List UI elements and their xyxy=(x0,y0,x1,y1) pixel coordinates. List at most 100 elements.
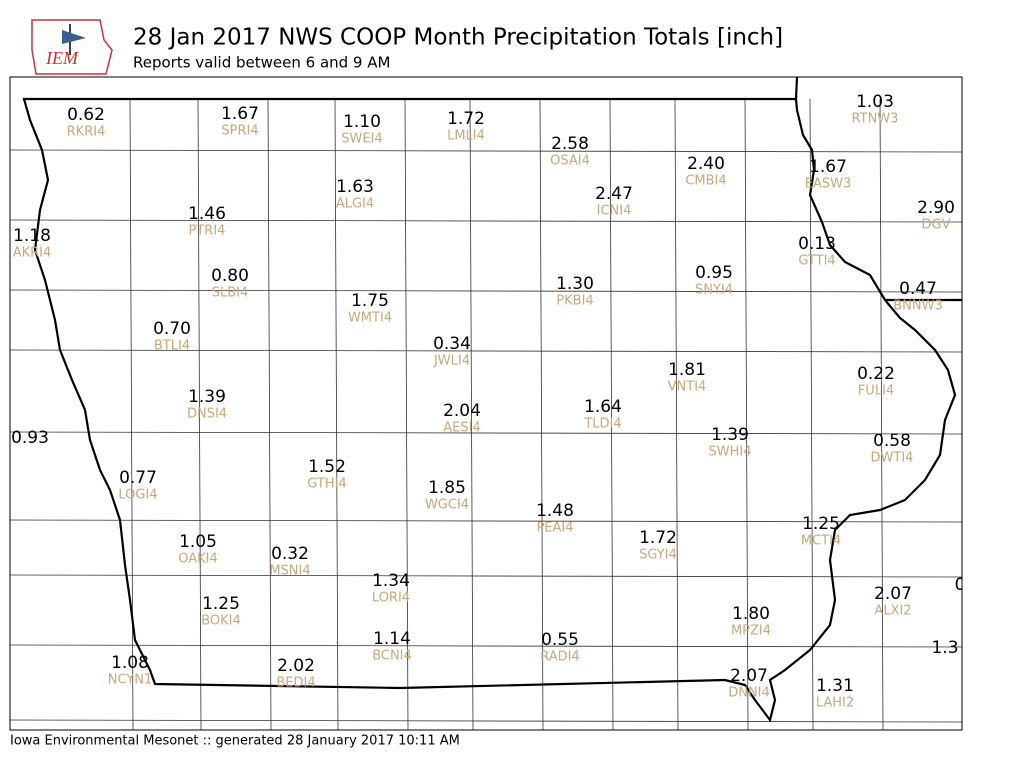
county-line xyxy=(539,98,544,730)
station-value: 1.81 xyxy=(668,360,706,380)
station-value: 1.18 xyxy=(13,226,51,246)
station-id: BEDI4 xyxy=(276,676,315,691)
station-id: MCTI4 xyxy=(801,534,841,549)
station-value: 0.34 xyxy=(433,334,471,354)
station-id: RTNW3 xyxy=(852,112,899,127)
county-line xyxy=(10,431,962,435)
county-line xyxy=(129,98,134,730)
station-id: ALXI2 xyxy=(874,604,911,619)
station-value: 1.46 xyxy=(188,204,226,224)
station-value: 0.47 xyxy=(899,279,937,299)
logo: IEM xyxy=(31,19,113,75)
station-id: JWLI4 xyxy=(433,354,470,369)
station-value: 1.75 xyxy=(351,291,389,311)
station-value: 2.58 xyxy=(551,134,589,154)
county-line xyxy=(10,719,962,723)
station-id: NCYN1 xyxy=(108,673,153,688)
station-id: SWEI4 xyxy=(341,132,382,147)
station-value: 0.22 xyxy=(857,364,895,384)
station-value: 0.80 xyxy=(211,266,249,286)
station-id: TLDI4 xyxy=(583,417,621,432)
county-line xyxy=(879,98,884,730)
station-value: 1.85 xyxy=(428,478,466,498)
station-id: LAHI2 xyxy=(816,696,854,711)
station-id: DWTI4 xyxy=(871,451,914,466)
county-line xyxy=(10,574,962,578)
station-id: ICNI4 xyxy=(597,204,632,219)
station-id: SLBI4 xyxy=(212,286,249,301)
station-value: 0.95 xyxy=(695,263,733,283)
station-value: 0.62 xyxy=(67,105,105,125)
station-id: OAKI4 xyxy=(178,552,218,567)
station-id: RKRI4 xyxy=(67,125,106,140)
station-id: AKRI4 xyxy=(13,246,52,261)
state-border xyxy=(22,97,957,723)
station-id: LMLI4 xyxy=(447,129,485,144)
county-line xyxy=(334,98,339,730)
station-value: 1.25 xyxy=(802,514,840,534)
station-id: WMTI4 xyxy=(348,311,392,326)
station-id: CMBI4 xyxy=(685,174,726,189)
station-value: 1.72 xyxy=(447,109,485,129)
station-value: 1.31 xyxy=(816,676,854,696)
county-line xyxy=(10,289,962,293)
county-line xyxy=(267,98,272,730)
station-value: 1.25 xyxy=(202,594,240,614)
station-id: LOGI4 xyxy=(118,488,157,503)
station-value: 1.3 xyxy=(931,638,958,658)
title: 28 Jan 2017 NWS COOP Month Precipitation… xyxy=(133,25,783,51)
station-value: 0.77 xyxy=(119,468,157,488)
county-line xyxy=(10,349,962,353)
county-line xyxy=(197,98,202,730)
station-id: LORI4 xyxy=(372,591,410,606)
county-line xyxy=(10,149,962,153)
county-line xyxy=(10,219,962,223)
county-line xyxy=(10,644,962,648)
station-value: 1.08 xyxy=(111,653,149,673)
station-id: MSNI4 xyxy=(269,564,310,579)
map-area xyxy=(10,77,962,730)
station-id: WGCI4 xyxy=(425,498,469,513)
station-value: 1.80 xyxy=(732,604,770,624)
station-value: 2.90 xyxy=(917,198,955,218)
station-value: 2.04 xyxy=(443,401,481,421)
station-id: FULI4 xyxy=(858,384,894,399)
station-id: PEAI4 xyxy=(536,521,573,536)
county-line xyxy=(744,98,749,730)
station-id: SPRI4 xyxy=(221,124,258,139)
station-value: 1.64 xyxy=(584,397,622,417)
station-value: 2.40 xyxy=(687,154,725,174)
county-line xyxy=(809,98,814,730)
station-id: MPZI4 xyxy=(731,624,771,639)
station-value: 0.55 xyxy=(541,630,579,650)
station-id: GTTI4 xyxy=(798,254,835,269)
station-value: 2.02 xyxy=(277,656,315,676)
station-value: 1.03 xyxy=(856,92,894,112)
station-id: AESI4 xyxy=(443,421,480,436)
station-value: 1.39 xyxy=(711,425,749,445)
station-value: 0.70 xyxy=(153,319,191,339)
station-value: 0.13 xyxy=(798,234,836,254)
station-id: BOKI4 xyxy=(201,614,241,629)
station-value: 1.48 xyxy=(536,501,574,521)
subtitle: Reports valid between 6 and 9 AM xyxy=(133,54,390,72)
station-id: RADI4 xyxy=(540,650,580,665)
county-lines xyxy=(10,98,962,730)
logo-text: IEM xyxy=(45,48,79,68)
station-value: 2.07 xyxy=(730,666,768,686)
station-id: SNYI4 xyxy=(695,283,733,298)
station-value: 0.32 xyxy=(271,544,309,564)
station-id: SWHI4 xyxy=(709,445,752,460)
county-line xyxy=(609,98,614,730)
station-value: 1.10 xyxy=(343,112,381,132)
station-id: DGV xyxy=(922,218,951,233)
station-id: BTLI4 xyxy=(154,339,190,354)
station-id: DNSI4 xyxy=(187,407,227,422)
station-id: VNTI4 xyxy=(668,380,707,395)
county-line xyxy=(10,519,962,523)
station-value: 0.58 xyxy=(873,431,911,451)
station-value: 0.93 xyxy=(11,428,49,448)
station-id: DNNI4 xyxy=(728,686,770,701)
